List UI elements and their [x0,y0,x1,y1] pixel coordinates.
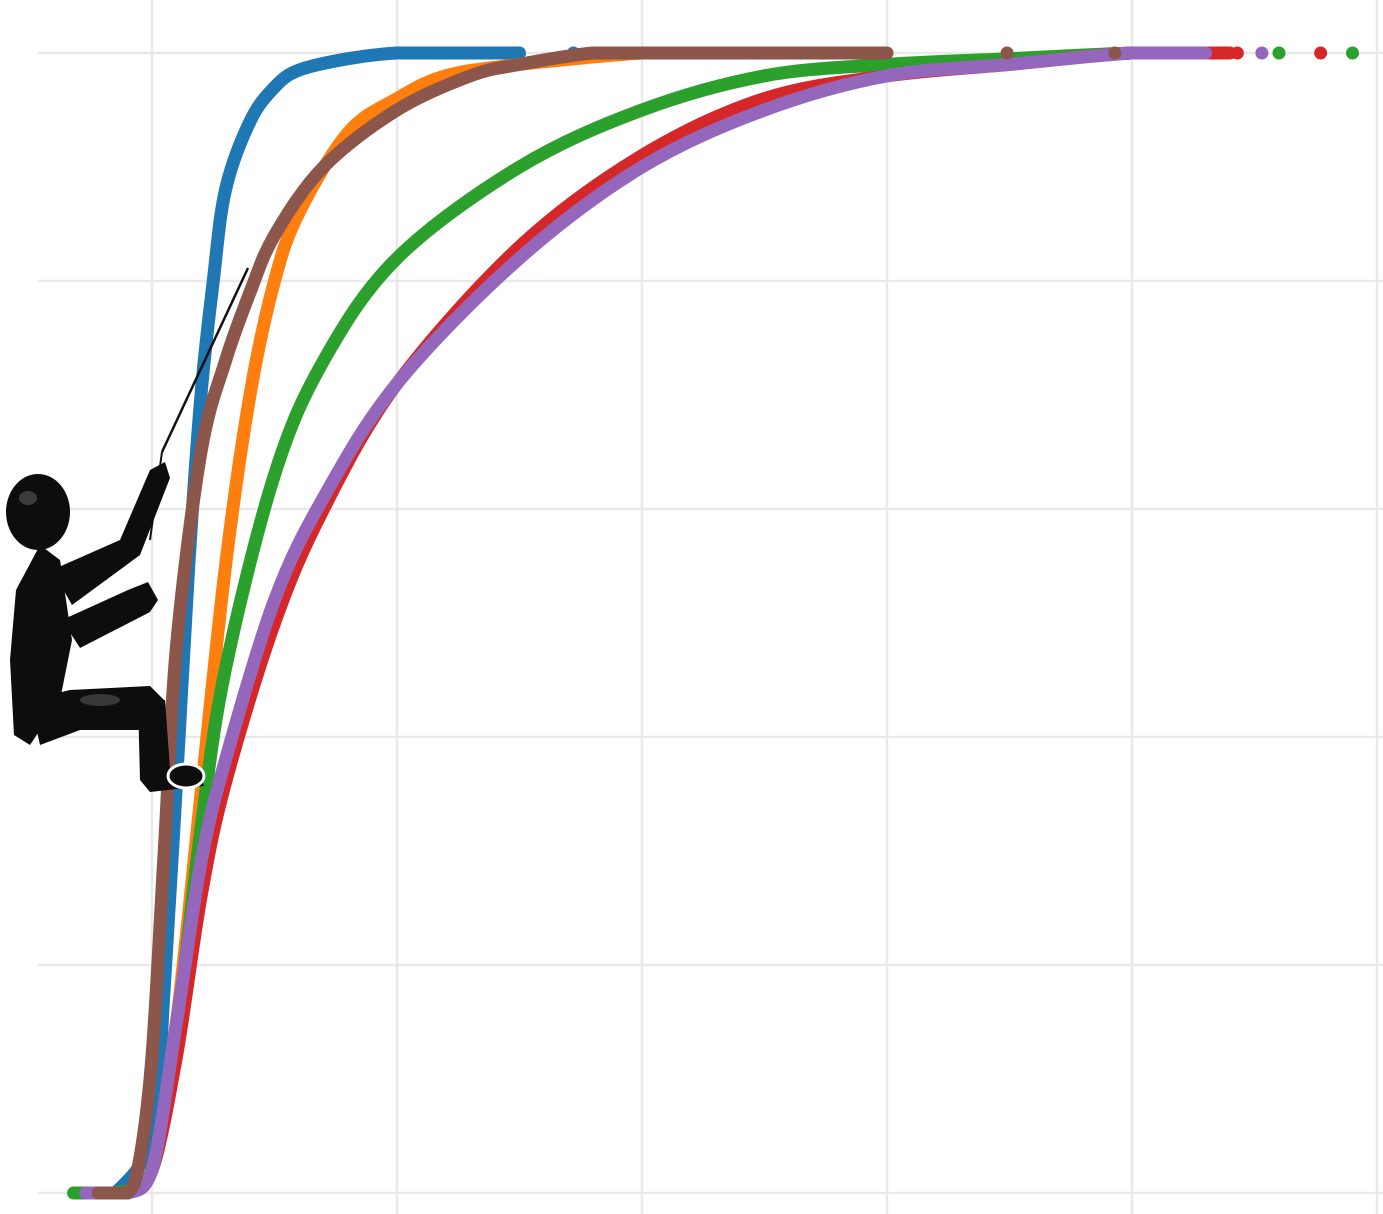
data-point [750,46,764,60]
data-point [1314,46,1328,60]
data-point [1108,46,1122,60]
data-point [1346,46,1359,60]
series-line [91,46,894,1200]
series-layer [67,46,1359,1200]
data-point [508,46,522,60]
series-line [79,46,1212,1200]
data-point [1218,46,1232,60]
data-point [1000,46,1014,60]
series-5 [91,46,1122,1200]
data-point [1230,46,1244,60]
data-point [865,46,879,60]
data-point [1255,46,1269,60]
grid [38,0,1383,1214]
series-4 [79,46,1269,1200]
series-line [67,46,1212,1200]
climber-icon [6,267,250,792]
series-line [91,46,526,1200]
data-point [1272,46,1286,60]
